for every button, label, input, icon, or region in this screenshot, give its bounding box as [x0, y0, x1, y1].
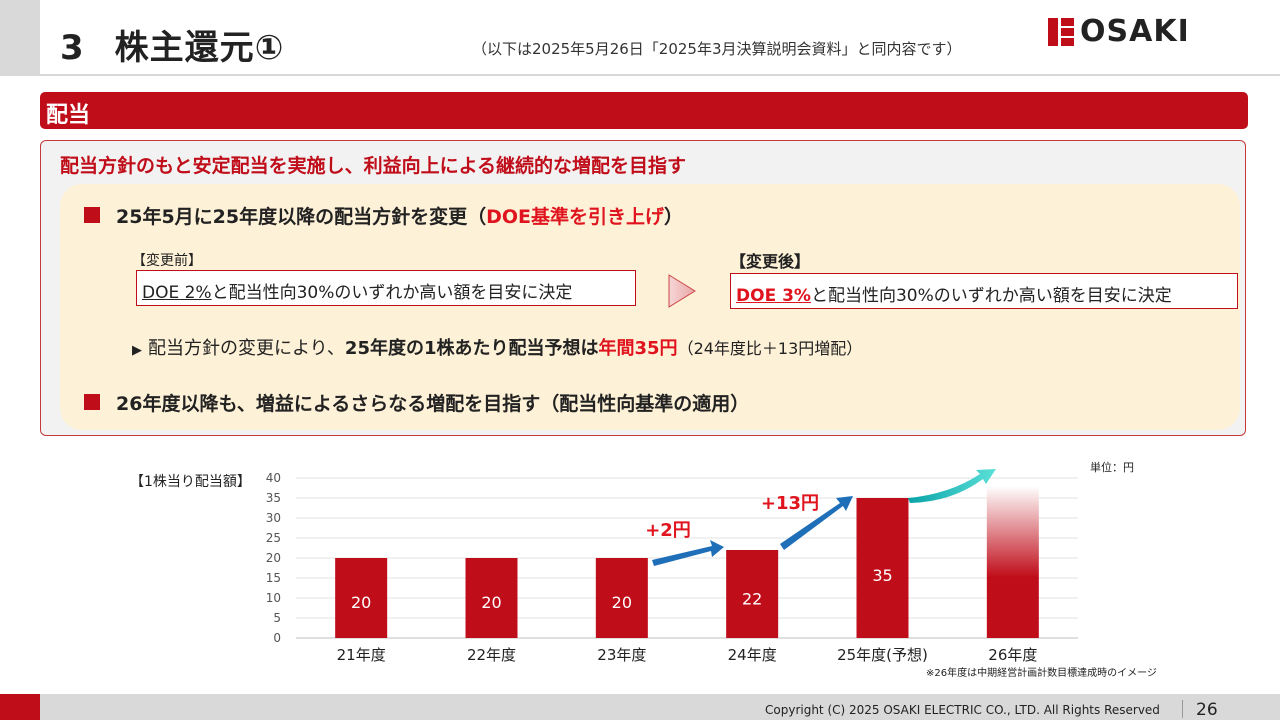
footer-accent: [0, 694, 40, 720]
chart-footnote: ※26年度は中期経営計画計数目標達成時のイメージ: [926, 668, 1157, 679]
policy-headline: 配当方針のもと安定配当を実施し、利益向上による継続的な増配を目指す: [60, 155, 687, 177]
title-text: 株主還元①: [114, 28, 285, 68]
y-tick-label: 10: [266, 591, 281, 605]
x-category-label: 24年度: [728, 646, 777, 664]
before-doe: DOE 2%: [142, 283, 212, 303]
y-tick-label: 5: [273, 611, 281, 625]
bar-2: [465, 558, 518, 638]
doe-highlight: DOE基準を引き上げ: [486, 206, 665, 228]
y-tick-label: 30: [266, 511, 281, 525]
bullet-future-policy: 26年度以降も、増益によるさらなる増配を目指す（配当性向基準の適用）: [116, 393, 750, 415]
page-number: 26: [1196, 700, 1218, 720]
bar-4: [726, 550, 779, 638]
bar-value-label: 20: [612, 593, 632, 612]
after-policy-box: [730, 273, 1238, 309]
bar-5: [856, 498, 909, 638]
section-number: 3: [60, 28, 85, 68]
chart-ylabel: 【1株当り配当額】: [130, 474, 251, 490]
x-category-label: 22年度: [467, 646, 516, 664]
before-policy-text: DOE 2%と配当性向30%のいずれか高い額を目安に決定: [142, 283, 573, 303]
section-bar: [40, 92, 1248, 129]
dividend-forecast-line: ▶ 配当方針の変更により、25年度の1株あたり配当予想は年間35円（24年度比＋1…: [132, 338, 863, 359]
x-category-label: 21年度: [337, 646, 386, 664]
logo-text: OSAKI: [1080, 14, 1190, 49]
annual-dividend-highlight: 年間35円: [598, 338, 678, 359]
logo-mark-icon: [1048, 18, 1074, 46]
change-arrow-icon: [668, 274, 696, 308]
page-subtitle: （以下は2025年5月26日「2025年3月決算説明会資料」と同内容です）: [472, 40, 962, 58]
future-growth-arrow-icon: [908, 469, 996, 503]
copyright-text: Copyright (C) 2025 OSAKI ELECTRIC CO., L…: [765, 703, 1160, 717]
triangle-marker-icon: ▶: [132, 343, 142, 358]
header-divider: [0, 74, 1280, 76]
y-tick-label: 15: [266, 571, 281, 585]
bar-value-label: 22: [742, 589, 762, 608]
bullet-square-icon: [84, 207, 100, 223]
section-label: 配当: [46, 103, 91, 128]
bar-1: [335, 558, 388, 638]
after-label: 【変更後】: [730, 252, 811, 271]
y-tick-label: 40: [266, 471, 281, 485]
before-label: 【変更前】: [132, 253, 202, 269]
y-tick-label: 0: [273, 631, 281, 645]
bar-value-label: 35: [872, 566, 892, 585]
footer-bar: [0, 694, 1280, 720]
bullet-square-icon: [84, 394, 100, 410]
bullet-policy-change: 25年5月に25年度以降の配当方針を変更（DOE基準を引き上げ）: [116, 206, 684, 228]
y-tick-label: 25: [266, 531, 281, 545]
bar-6: [986, 486, 1039, 638]
after-policy-text: DOE 3%と配当性向30%のいずれか高い額を目安に決定: [736, 286, 1172, 306]
annotation-plus2: +2円: [645, 520, 691, 541]
y-tick-label: 20: [266, 551, 281, 565]
bar-value-label: 20: [481, 593, 501, 612]
x-category-label: 26年度: [988, 646, 1037, 664]
page-title: 3 株主還元①: [60, 20, 284, 69]
bar-3: [595, 558, 648, 638]
chart-unit: 単位：円: [1090, 461, 1134, 474]
footer-separator: [1182, 700, 1183, 718]
increase-arrow-icon: [780, 496, 853, 550]
x-category-label: 25年度(予想): [837, 646, 928, 664]
annotation-plus13: +13円: [761, 493, 819, 514]
increase-arrow-icon: [652, 540, 724, 566]
bar-value-label: 20: [351, 593, 371, 612]
after-doe: DOE 3%: [736, 286, 811, 306]
header-accent-bar: [0, 0, 40, 74]
dividend-bar-chart: 0 5 10 15 20 25 30 35 40 20 21年度 20 22年度 20 23年度 22 24年…: [266, 469, 1078, 664]
x-category-label: 23年度: [597, 646, 646, 664]
y-tick-label: 35: [266, 491, 281, 505]
before-policy-box: [136, 270, 636, 306]
